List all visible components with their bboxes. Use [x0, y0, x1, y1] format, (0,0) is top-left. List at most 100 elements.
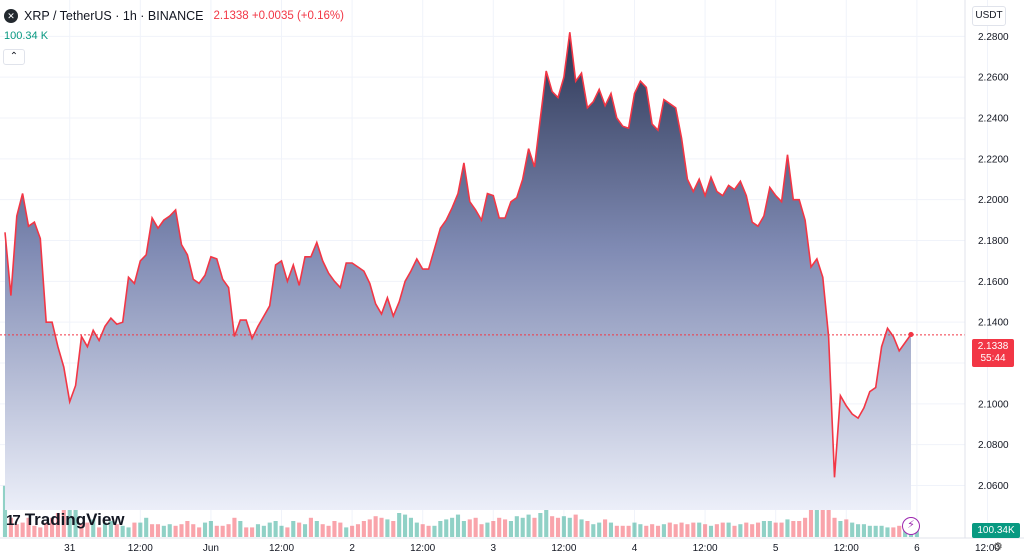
volume-bar [155, 524, 161, 537]
gear-icon[interactable]: ⚙ [993, 541, 1003, 553]
volume-bar [132, 522, 137, 537]
volume-bar [226, 524, 231, 537]
volume-bar [497, 517, 502, 537]
volume-bar [467, 519, 472, 537]
tradingview-watermark[interactable]: 17 TradingView [6, 510, 125, 530]
volume-bar [803, 517, 808, 537]
header-last-price: 2.1338 [213, 10, 249, 22]
volume-bar [185, 521, 190, 537]
time-tick-label: 12:00 [128, 543, 153, 554]
volume-bar [679, 522, 684, 537]
price-tag-value: 2.1338 [977, 341, 1009, 352]
volume-bar [491, 521, 496, 537]
volume-bar [261, 525, 266, 537]
bolt-icon[interactable]: ⚡ [902, 517, 920, 535]
volume-bar [650, 524, 655, 537]
volume-bar [373, 516, 378, 537]
volume-bar [208, 521, 213, 537]
volume-bar [138, 522, 143, 537]
price-tick-label: 2.1400 [978, 318, 1009, 329]
price-tick-label: 2.2000 [978, 195, 1009, 206]
volume-bar [897, 525, 902, 537]
volume-bar [638, 524, 643, 537]
volume-bar [703, 524, 708, 537]
volume-bar [144, 517, 149, 537]
volume-bar [838, 521, 843, 537]
volume-bar [861, 524, 866, 537]
volume-bar [708, 525, 714, 537]
currency-button[interactable]: USDT [972, 6, 1006, 26]
volume-bar [414, 522, 419, 537]
volume-bar [555, 517, 561, 537]
volume-bar [238, 521, 243, 537]
volume-bar [120, 525, 125, 537]
volume-bar [167, 524, 172, 537]
volume-bar [232, 517, 237, 537]
volume-bar [603, 519, 608, 537]
volume-bar [891, 527, 896, 537]
price-tick-label: 2.1800 [978, 236, 1009, 247]
volume-bar [608, 522, 614, 537]
volume-bar [450, 517, 455, 537]
volume-bar [720, 522, 725, 537]
volume-bar [755, 522, 761, 537]
volume-bar [885, 527, 890, 537]
chevron-up-icon[interactable]: ⌃ [3, 49, 25, 65]
volume-bar [197, 527, 202, 537]
volume-bar [314, 521, 319, 537]
volume-bar [367, 519, 372, 537]
time-tick-label: 3 [491, 543, 497, 554]
volume-bar [338, 522, 343, 537]
volume-bar [767, 521, 772, 537]
volume-bar [444, 519, 449, 537]
volume-bar [297, 522, 302, 537]
volume-bar [797, 521, 802, 537]
volume-bar [244, 527, 249, 537]
volume-bar [855, 524, 861, 537]
last-price-dot [908, 331, 914, 338]
symbol-title[interactable]: XRP / TetherUS · 1h · BINANCE [24, 9, 204, 23]
volume-bar [585, 521, 590, 537]
time-tick-label: 12:00 [410, 543, 435, 554]
volume-bar [150, 524, 155, 537]
volume-tag: 100.34K [972, 523, 1020, 538]
volume-bar [102, 522, 108, 537]
volume-bar [561, 516, 566, 537]
volume-bar [285, 527, 290, 537]
volume-bar [632, 522, 637, 537]
price-line [4, 32, 912, 478]
volume-bar [38, 527, 43, 537]
volume-bar [50, 517, 55, 537]
last-price-tag: 2.1338 55:44 [972, 339, 1014, 367]
volume-bar [791, 521, 796, 537]
volume-bar [173, 525, 178, 537]
price-axis: 2.2800 2.2600 2.2400 2.2200 2.2000 2.1800 2.16… [978, 32, 1009, 492]
volume-bar [255, 524, 261, 537]
volume-bar [850, 522, 855, 537]
volume-bar [761, 521, 766, 537]
volume-bar [544, 497, 549, 537]
volume-bar [473, 517, 478, 537]
volume-bar [350, 525, 355, 537]
volume-bar [79, 524, 84, 537]
volume-bar [508, 521, 514, 537]
time-axis: 31 12:00 Jun 12:00 2 12:00 3 12:00 4 12:00 5 12:00 6… [64, 543, 1000, 554]
volume-bar [503, 519, 508, 537]
volume-bar [726, 522, 731, 537]
volume-bar [2, 485, 8, 537]
price-tick-label: 2.2200 [978, 154, 1009, 165]
volume-bar [8, 517, 13, 537]
volume-bar [214, 525, 219, 537]
volume-bar [579, 519, 584, 537]
volume-bar [61, 495, 66, 537]
volume-bar [714, 524, 719, 537]
volume-bar [344, 527, 349, 537]
volume-bar [779, 522, 784, 537]
volume-bar [426, 525, 431, 537]
volume-bar [32, 525, 37, 537]
volume-bar [438, 521, 443, 537]
time-tick-label: 6 [914, 543, 920, 554]
header-change: +0.0035 (+0.16%) [251, 10, 344, 22]
volume-bar [550, 516, 555, 537]
